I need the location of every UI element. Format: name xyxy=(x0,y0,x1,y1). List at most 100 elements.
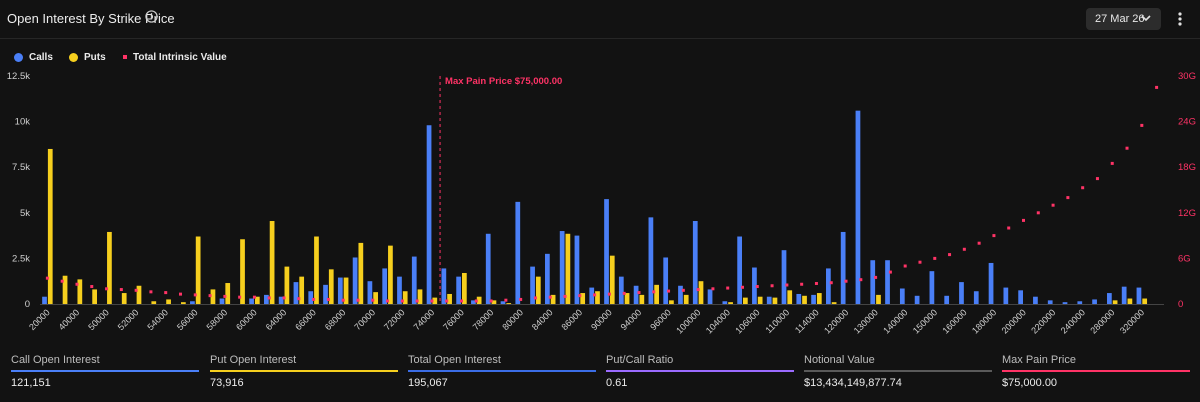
tiv-point xyxy=(593,293,597,297)
put-bar xyxy=(491,300,497,304)
y-tick-label: 0 xyxy=(25,299,30,310)
call-bar xyxy=(1077,301,1083,304)
put-bar xyxy=(47,148,53,304)
expiry-date-dropdown[interactable]: 27 Mar 26 xyxy=(1086,8,1161,30)
put-bar xyxy=(609,255,615,304)
tiv-point xyxy=(667,289,671,293)
x-tick-label: 114000 xyxy=(793,307,821,335)
put-bar xyxy=(831,302,837,304)
call-bar xyxy=(367,281,373,304)
tiv-point xyxy=(637,291,641,295)
tiv-point xyxy=(874,275,878,279)
x-tick-label: 58000 xyxy=(205,307,230,332)
put-bar xyxy=(802,295,807,304)
tiv-point xyxy=(134,288,138,292)
put-bar xyxy=(136,285,142,304)
put-bar xyxy=(580,293,586,304)
x-tick-label: 160000 xyxy=(940,307,968,335)
call-bar xyxy=(264,294,269,304)
tiv-point xyxy=(814,281,818,285)
more-vertical-icon[interactable] xyxy=(1175,8,1185,30)
call-bar xyxy=(485,233,491,304)
tiv-point xyxy=(933,256,937,260)
stat-underline xyxy=(804,370,992,372)
tiv-point xyxy=(800,282,804,286)
put-bar xyxy=(698,281,704,304)
tiv-point xyxy=(312,297,316,301)
call-bar xyxy=(411,256,417,304)
put-bar xyxy=(210,289,216,304)
y2-tick-label: 12G xyxy=(1178,208,1196,219)
put-bar xyxy=(77,279,83,304)
put-bar xyxy=(1112,300,1118,304)
tiv-point xyxy=(164,291,168,295)
stat-underline xyxy=(1002,370,1190,372)
tiv-point xyxy=(297,297,301,301)
stat-underline xyxy=(408,370,596,372)
x-tick-label: 76000 xyxy=(441,307,466,332)
y2-tick-label: 24G xyxy=(1178,117,1196,128)
call-bar xyxy=(1092,299,1097,304)
tiv-point xyxy=(341,298,345,302)
tiv-point xyxy=(267,296,271,300)
call-bar xyxy=(397,276,402,304)
put-bar xyxy=(151,301,157,304)
tiv-point xyxy=(755,285,759,289)
stat-label: Put/Call Ratio xyxy=(606,354,674,366)
x-tick-label: 240000 xyxy=(1059,307,1087,335)
x-tick-label: 320000 xyxy=(1118,307,1146,335)
x-tick-label: 130000 xyxy=(852,307,880,335)
put-bar xyxy=(1127,298,1133,304)
tiv-point xyxy=(785,283,789,287)
info-circle-icon[interactable] xyxy=(145,10,158,23)
call-bar xyxy=(663,257,669,304)
tiv-point xyxy=(489,299,493,303)
put-bar xyxy=(787,290,793,304)
stat-value: 121,151 xyxy=(11,377,51,389)
x-tick-label: 54000 xyxy=(145,307,170,332)
put-bar xyxy=(417,289,423,304)
call-bar xyxy=(249,298,254,304)
tiv-point xyxy=(60,279,64,283)
chevron-down-icon xyxy=(1141,15,1151,22)
tiv-point xyxy=(741,285,744,289)
call-bar xyxy=(944,295,950,304)
call-bar xyxy=(1033,296,1038,304)
tiv-point xyxy=(252,295,256,299)
call-bar xyxy=(441,268,447,304)
y2-tick-label: 0 xyxy=(1178,299,1183,310)
tiv-point xyxy=(1066,196,1070,200)
tiv-point xyxy=(859,278,863,282)
stat-value: 73,916 xyxy=(210,377,244,389)
call-bar xyxy=(500,301,506,304)
put-bar xyxy=(284,266,290,304)
call-bar xyxy=(219,298,225,304)
call-bar xyxy=(885,260,890,304)
call-bar xyxy=(752,267,757,304)
call-bar xyxy=(648,217,654,304)
tiv-point xyxy=(75,282,79,286)
call-bar xyxy=(796,293,802,304)
expiry-date-label: 27 Mar 26 xyxy=(1095,13,1145,25)
tiv-point xyxy=(400,299,404,303)
put-bar xyxy=(121,293,127,304)
tiv-point xyxy=(977,241,981,245)
y-tick-label: 7.5k xyxy=(12,162,30,173)
x-tick-label: 280000 xyxy=(1088,307,1116,335)
call-bar xyxy=(426,125,432,304)
put-bar xyxy=(299,276,305,304)
tiv-point xyxy=(1140,123,1144,127)
call-bar xyxy=(545,253,550,304)
put-bar xyxy=(728,302,733,304)
x-tick-label: 120000 xyxy=(822,307,850,335)
put-bar xyxy=(254,296,260,304)
x-tick-label: 68000 xyxy=(323,307,348,332)
x-tick-label: 66000 xyxy=(293,307,318,332)
tiv-point xyxy=(238,295,242,299)
x-tick-label: 74000 xyxy=(412,307,437,332)
calls-swatch xyxy=(14,53,23,62)
put-bar xyxy=(62,275,68,304)
put-bar xyxy=(683,294,689,304)
put-bar xyxy=(669,300,674,304)
call-bar xyxy=(293,282,299,304)
